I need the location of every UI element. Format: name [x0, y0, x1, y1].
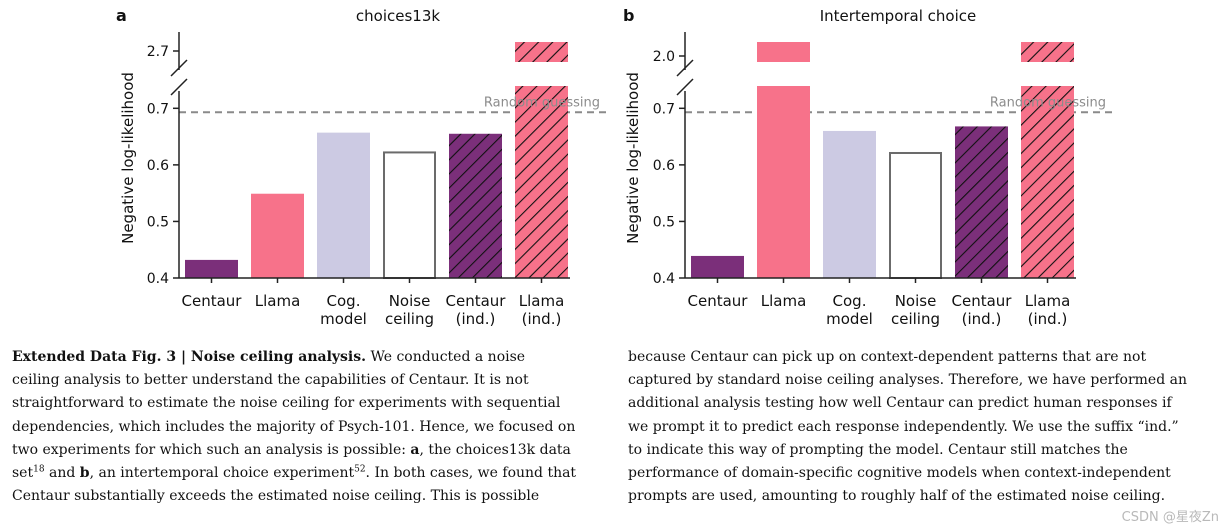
caption-text: We conducted a noise — [370, 349, 526, 365]
citation-ref: 52 — [354, 464, 366, 475]
caption-text: ceiling analysis to better understand th… — [12, 372, 529, 389]
panel-a-x-tick-label: Llama — [519, 292, 565, 310]
caption-text: set — [12, 465, 34, 482]
caption-text: straightforward to estimate the noise ce… — [12, 395, 561, 412]
panel-a-x-tick-label: Llama — [255, 292, 301, 310]
panel-b-chart: b Intertemporal choice Negative log-like… — [623, 6, 1116, 328]
caption-text: captured by standard noise ceiling analy… — [628, 372, 1187, 389]
panel-b-bar-1 — [757, 86, 810, 278]
caption-left-column: Extended Data Fig. 3 | Noise ceiling ana… — [12, 346, 608, 508]
panel-a-y-tick-label: 2.7 — [147, 44, 169, 60]
panel-b-x-tick-label: Centaur — [688, 292, 749, 310]
panel-a-title: choices13k — [356, 7, 440, 25]
caption-text: dependencies, which includes the majorit… — [12, 418, 576, 435]
panel-b-y-tick-label: 2.0 — [653, 49, 675, 65]
panel-b-ylabel: Negative log-likelihood — [624, 72, 642, 244]
panel-b-x-tick-label: Centaur — [952, 292, 1013, 310]
panel-a-x-tick-label: (ind.) — [456, 310, 496, 328]
panel-b-x-tick-label: model — [826, 310, 873, 328]
panel-a-random-guessing-label: Random guessing — [484, 95, 600, 110]
panel-b-bar-0 — [691, 255, 744, 278]
panel-b-y-tick-label: 0.4 — [653, 271, 675, 287]
caption-text: we prompt it to predict each response in… — [628, 418, 1179, 435]
panel-a-bar-1 — [251, 193, 304, 278]
panel-a-x-tick-label: (ind.) — [522, 310, 562, 328]
panel-b-y-tick-label: 0.5 — [653, 214, 675, 230]
caption-panel-ref: b — [79, 465, 90, 482]
caption-text: because Centaur can pick up on context-d… — [628, 349, 1147, 365]
panel-b-x-tick-label: Llama — [1025, 292, 1071, 310]
panel-b-bar-2 — [823, 130, 876, 278]
panel-a-bar-5 — [515, 86, 568, 278]
caption-text: performance of domain-specific cognitive… — [628, 465, 1171, 482]
panel-b-title: Intertemporal choice — [820, 7, 977, 25]
caption-text: , an intertemporal choice experiment — [89, 465, 355, 482]
panel-a-bar-0 — [185, 259, 238, 278]
panel-b-y-tick-label: 0.7 — [653, 101, 675, 117]
panel-a-y-tick-label: 0.5 — [147, 214, 169, 230]
caption-text: to indicate this way of prompting the mo… — [628, 441, 1128, 458]
panel-a-axis-break-mark — [170, 59, 188, 77]
caption-text: . In both cases, we found that — [365, 465, 577, 482]
panel-b-x-tick-label: Noise — [895, 292, 937, 310]
panel-a-axis-break-mark — [170, 78, 188, 96]
caption-figure-label: Extended Data Fig. 3 | Noise ceiling ana… — [12, 349, 367, 365]
panel-a-bar-2 — [317, 132, 370, 278]
panel-a-y-tick-label: 0.6 — [147, 158, 169, 174]
caption-text: and — [44, 465, 80, 482]
caption-text: , the choices13k data — [419, 441, 571, 458]
panel-b-bar-5 — [1021, 86, 1074, 278]
panel-b-bar-3 — [889, 151, 942, 279]
panel-b-y-tick-label: 0.6 — [653, 158, 675, 174]
panel-a-x-tick-label: model — [320, 310, 367, 328]
citation-ref: 18 — [33, 464, 45, 475]
panel-b-x-tick-label: ceiling — [891, 310, 940, 328]
panel-b-x-tick-label: Cog. — [833, 292, 867, 310]
panel-b-random-guessing-label: Random guessing — [990, 95, 1106, 110]
caption-text: prompts are used, amounting to roughly h… — [628, 488, 1166, 505]
panel-b-x-tick-label: (ind.) — [962, 310, 1002, 328]
panel-a-x-tick-label: Centaur — [182, 292, 243, 310]
caption-text: two experiments for which such an analys… — [12, 441, 411, 458]
panel-b-bar-5-upper — [1021, 42, 1074, 62]
panel-a-y-tick-label: 0.7 — [147, 101, 169, 117]
panel-a-x-tick-label: Noise — [389, 292, 431, 310]
panel-b-axis-break-mark — [676, 78, 694, 96]
panel-a-bar-3 — [383, 151, 436, 279]
panel-b-letter: b — [623, 6, 634, 25]
watermark: CSDN @星夜Zn — [1121, 510, 1219, 525]
panel-b-x-tick-label: Llama — [761, 292, 807, 310]
panel-b-bar-1-upper — [757, 42, 810, 62]
panel-a-bar-5-upper — [515, 42, 568, 62]
caption-panel-ref: a — [410, 441, 420, 458]
figure-charts: a choices13k Negative log-likelihood Ran… — [116, 6, 1116, 328]
panel-a-bar-4 — [449, 133, 502, 278]
panel-a-chart: a choices13k Negative log-likelihood Ran… — [116, 6, 610, 328]
panel-a-letter: a — [116, 6, 127, 25]
caption-right-column: because Centaur can pick up on context-d… — [628, 346, 1220, 508]
panel-b-x-tick-label: (ind.) — [1028, 310, 1068, 328]
panel-a-x-tick-label: Cog. — [327, 292, 361, 310]
panel-b-bar-4 — [955, 126, 1008, 278]
caption-text: additional analysis testing how well Cen… — [628, 395, 1172, 412]
panel-a-ylabel: Negative log-likelihood — [119, 72, 137, 244]
panel-a-y-tick-label: 0.4 — [147, 271, 169, 287]
panel-a-x-tick-label: Centaur — [446, 292, 507, 310]
caption-text: Centaur substantially exceeds the estima… — [12, 488, 540, 505]
panel-b-axis-break-mark — [676, 59, 694, 77]
panel-a-x-tick-label: ceiling — [385, 310, 434, 328]
